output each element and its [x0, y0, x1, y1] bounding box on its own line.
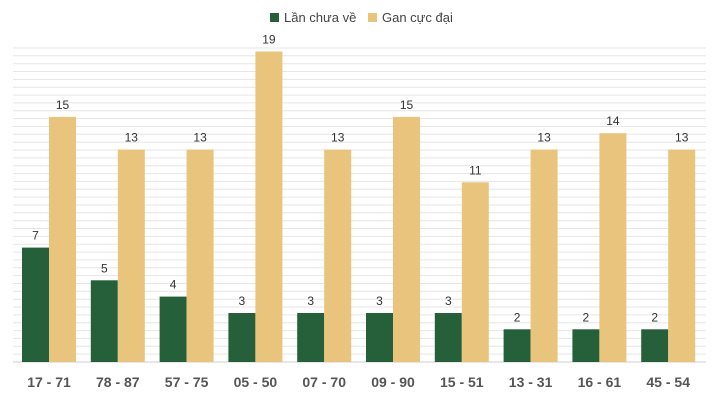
legend: Lần chưa về Gan cực đại	[270, 10, 453, 25]
bar-series-1	[22, 247, 49, 362]
data-label: 13	[537, 131, 551, 145]
data-label: 3	[239, 294, 246, 308]
data-label: 11	[469, 163, 482, 177]
bar-series-2	[255, 51, 283, 362]
data-label: 13	[331, 131, 345, 145]
bar-series-1	[572, 329, 600, 362]
bar-series-2	[117, 149, 145, 362]
data-label: 4	[170, 278, 177, 292]
bar-series-2	[461, 182, 489, 362]
bar-series-1	[228, 313, 256, 362]
x-tick-label: 78 - 87	[96, 374, 140, 390]
legend-label-series-2: Gan cực đại	[382, 10, 453, 25]
bar-series-2	[186, 149, 214, 362]
legend-swatch-series-1	[270, 13, 279, 22]
x-tick-label: 09 - 90	[371, 374, 415, 390]
data-label: 3	[307, 294, 314, 308]
x-tick-label: 05 - 50	[234, 374, 278, 390]
bar-series-1	[159, 296, 187, 362]
bar-series-1	[503, 329, 531, 362]
x-tick-label: 45 - 54	[646, 374, 690, 390]
bar-series-2	[530, 149, 558, 362]
data-label: 3	[376, 294, 383, 308]
bar-series-1	[90, 280, 118, 362]
bar-series-2	[599, 133, 627, 362]
bar-series-1	[641, 329, 669, 362]
legend-swatch-series-2	[368, 13, 377, 22]
bar-series-2	[393, 116, 420, 363]
x-tick-label: 17 - 71	[27, 374, 71, 390]
data-label: 13	[675, 131, 689, 145]
x-tick-label: 13 - 31	[509, 374, 553, 390]
x-tick-label: 07 - 70	[302, 374, 346, 390]
data-label: 15	[56, 98, 70, 112]
data-label: 13	[125, 131, 139, 145]
data-label: 15	[400, 98, 414, 112]
value-labels: 7 15 5 13 4 13 3 19 3 13 3 15 3 11 2 13 2 14 2 13	[32, 33, 689, 325]
bar-series-2	[324, 149, 352, 362]
legend-label-series-1: Lần chưa về	[284, 10, 356, 25]
bar-series-2	[668, 149, 696, 362]
bar-series-1	[297, 313, 325, 362]
data-label: 19	[262, 33, 276, 47]
bar-series-1	[434, 313, 462, 362]
data-label: 13	[193, 131, 207, 145]
data-label: 2	[583, 310, 590, 324]
bar-series-1	[366, 313, 393, 362]
bars	[22, 51, 696, 363]
x-tick-label: 16 - 61	[578, 374, 622, 390]
data-label: 5	[101, 261, 108, 275]
x-axis-ticks: 17 - 71 78 - 87 57 - 75 05 - 50 07 - 70 09 - …	[27, 374, 690, 390]
x-tick-label: 15 - 51	[440, 374, 484, 390]
data-label: 2	[651, 310, 658, 324]
x-tick-label: 57 - 75	[165, 374, 209, 390]
data-label: 14	[606, 114, 620, 128]
data-label: 2	[514, 310, 521, 324]
bar-series-2	[49, 116, 76, 363]
data-label: 7	[32, 229, 39, 243]
data-label: 3	[445, 294, 452, 308]
